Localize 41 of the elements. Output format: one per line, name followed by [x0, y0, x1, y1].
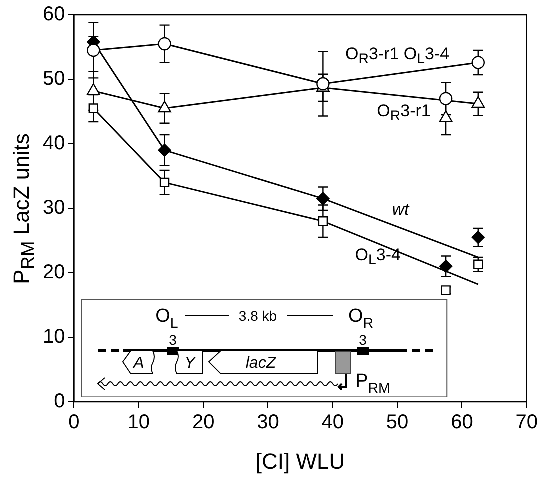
- x-axis-title: [CI] WLU: [256, 449, 346, 475]
- x-tick-label: 10: [128, 412, 150, 434]
- point: [472, 56, 485, 70]
- x-tick-label: 50: [386, 412, 409, 434]
- annotation: O$_{R}$: [348, 305, 374, 332]
- annotation: Y: [185, 354, 198, 372]
- annotation: 3: [169, 332, 178, 348]
- point: [316, 192, 330, 206]
- x-tick-label: 0: [68, 412, 80, 434]
- x-tick-label: 40: [322, 412, 344, 434]
- series-label: wt: [392, 200, 410, 220]
- x-tick-label: 30: [257, 412, 280, 434]
- y-tick-label: 50: [42, 68, 66, 90]
- annotation: A: [133, 354, 145, 372]
- annotation: 3: [359, 332, 368, 348]
- series-label: O$_{R}$3-r1: [377, 101, 431, 125]
- point: [472, 230, 485, 244]
- annotation: 3.8 kb: [239, 308, 278, 324]
- point: [87, 44, 100, 58]
- y-tick-label: 30: [42, 197, 66, 220]
- annotation: O$_{L}$: [156, 305, 179, 332]
- y-tick-label: 60: [42, 4, 66, 26]
- point: [318, 216, 328, 226]
- point: [439, 92, 453, 106]
- x-tick-label: 60: [451, 412, 474, 434]
- y-tick-label: 40: [42, 132, 66, 155]
- y-tick-label: 0: [54, 390, 66, 413]
- x-tick-label: 20: [192, 412, 215, 434]
- point: [88, 104, 98, 114]
- point: [439, 260, 453, 274]
- y-tick-label: 10: [42, 326, 66, 348]
- annotation: P$_{RM}$: [356, 370, 391, 397]
- series-label: O$_{L}$3-4: [355, 245, 401, 269]
- point: [158, 37, 172, 51]
- point: [316, 77, 330, 91]
- annotation: lacZ: [246, 354, 278, 372]
- point: [158, 144, 172, 158]
- y-tick-label: 20: [42, 262, 66, 284]
- x-tick-label: 70: [516, 412, 538, 434]
- series-label: O$_{R}$3-r1 O$_{L}$3-4: [345, 44, 450, 68]
- point: [160, 178, 170, 188]
